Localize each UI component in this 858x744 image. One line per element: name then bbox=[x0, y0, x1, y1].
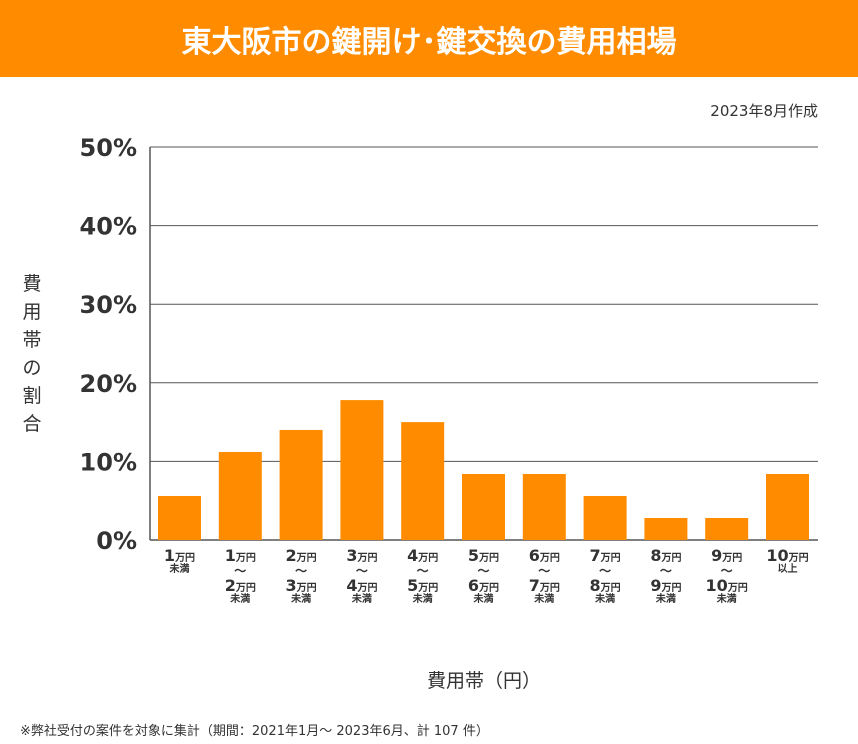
y-tick-label: 40% bbox=[80, 213, 137, 241]
bar bbox=[705, 517, 749, 540]
bar bbox=[522, 473, 566, 540]
x-tick-label: 3万円〜 4万円 未満 bbox=[346, 546, 378, 605]
bar bbox=[401, 422, 445, 540]
x-tick-label: 7万円〜 8万円 未満 bbox=[589, 546, 621, 605]
x-tick-label: 9万円〜 10万円 未満 bbox=[705, 546, 748, 605]
bar bbox=[583, 495, 627, 540]
y-tick-label: 30% bbox=[80, 291, 137, 319]
bar bbox=[644, 517, 688, 540]
x-tick-label: 6万円〜 7万円 未満 bbox=[528, 546, 560, 605]
x-tick-label: 10万円 以上 bbox=[766, 546, 809, 575]
bar bbox=[766, 473, 809, 540]
y-tick-label: 10% bbox=[80, 448, 137, 476]
x-tick-label: 1万円〜 2万円 未満 bbox=[224, 546, 256, 605]
x-tick-label: 1万円 未満 bbox=[163, 546, 196, 575]
bar bbox=[218, 451, 262, 540]
bar bbox=[158, 495, 201, 540]
x-tick-label: 2万円〜 3万円 未満 bbox=[285, 546, 317, 605]
bar bbox=[279, 429, 323, 540]
y-tick-label: 20% bbox=[80, 370, 137, 398]
x-axis-label: 費用帯（円） bbox=[426, 670, 541, 692]
x-tick-label: 4万円〜 5万円 未満 bbox=[407, 546, 439, 605]
footnote: ※弊社受付の案件を対象に集計（期間：2021年1月～ 2023年6月、計 107… bbox=[20, 724, 489, 739]
bar bbox=[340, 400, 384, 540]
chart-title: 東大阪市の鍵開け･鍵交換の費用相場 bbox=[0, 0, 858, 77]
y-tick-label: 50% bbox=[80, 134, 137, 162]
date-label: 2023年8月作成 bbox=[710, 102, 818, 120]
x-tick-label: 8万円〜 9万円 未満 bbox=[650, 546, 682, 605]
bar bbox=[462, 473, 505, 540]
y-axis-label: 費用帯の割合 bbox=[22, 273, 42, 435]
x-tick-label: 5万円〜 6万円 未満 bbox=[467, 546, 500, 605]
y-tick-label: 0% bbox=[96, 527, 137, 555]
